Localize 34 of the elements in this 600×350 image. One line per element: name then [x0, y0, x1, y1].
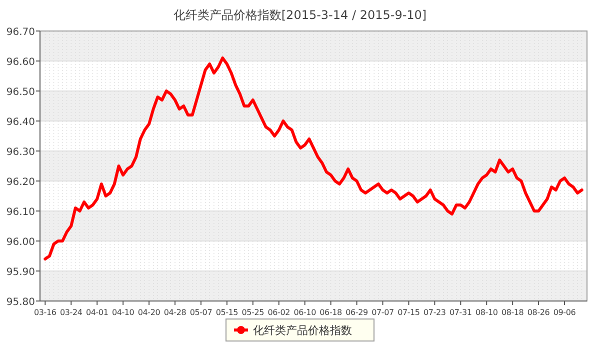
x-tick-label: 08-10	[475, 308, 498, 317]
y-tick-label: 96.50	[6, 87, 35, 98]
x-tick-label: 05-15	[216, 308, 238, 317]
y-tick-label: 95.90	[6, 267, 35, 278]
x-tick-label: 03-24	[60, 308, 82, 317]
legend: 化纤类产品价格指数	[226, 318, 374, 342]
x-tick-label: 04-28	[164, 308, 186, 317]
y-tick-label: 96.30	[6, 147, 35, 158]
x-tick-label: 09-06	[553, 308, 576, 317]
x-tick-label: 08-18	[501, 308, 524, 317]
x-tick-label: 05-07	[190, 308, 212, 317]
x-tick-label: 04-20	[138, 308, 160, 317]
y-tick-label: 96.00	[6, 237, 35, 248]
y-tick-label: 96.20	[6, 177, 35, 188]
y-tick-label: 96.40	[6, 117, 35, 128]
x-tick-label: 06-29	[346, 308, 368, 317]
legend-label: 化纤类产品价格指数	[253, 324, 352, 337]
chart-title: 化纤类产品价格指数[2015-3-14 / 2015-9-10]	[173, 8, 427, 22]
x-tick-label: 07-07	[372, 308, 394, 317]
x-tick-label: 08-26	[527, 308, 550, 317]
y-tick-label: 96.10	[6, 207, 35, 218]
x-tick-label: 07-23	[424, 308, 446, 317]
y-tick-label: 96.60	[6, 57, 35, 68]
x-tick-label: 05-25	[242, 308, 264, 317]
x-tick-label: 04-10	[112, 308, 134, 317]
x-tick-label: 06-10	[294, 308, 316, 317]
x-tick-label: 06-18	[320, 308, 342, 317]
x-tick-label: 07-15	[398, 308, 420, 317]
y-tick-label: 95.80	[6, 297, 35, 308]
x-tick-label: 06-02	[268, 308, 290, 317]
y-tick-label: 96.70	[6, 27, 35, 38]
x-tick-label: 04-01	[86, 308, 108, 317]
x-tick-label: 03-16	[34, 308, 56, 317]
x-tick-label: 07-31	[450, 308, 472, 317]
